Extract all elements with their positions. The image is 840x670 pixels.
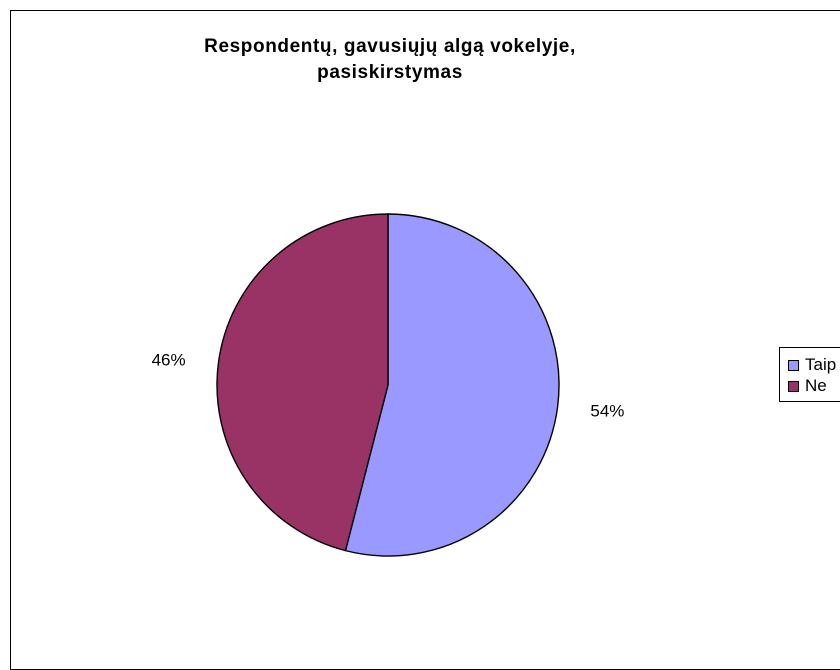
chart-title-line-1: Respondentų, gavusiųjų algą vokelyje, [204,36,576,57]
legend-label-taip: Taip [805,355,837,374]
chart-title: Respondentų, gavusiųjų algą vokelyje, pa… [100,34,680,86]
pie-chart: 54% 46% [152,213,625,557]
legend-item-taip: Taip [788,355,836,375]
legend-item-ne: Ne [788,376,827,396]
legend-swatch-taip [788,359,799,371]
chart-title-line-2: pasiskirstymas [317,62,463,83]
data-label-ne: 46% [152,350,186,369]
data-label-taip: 54% [590,402,624,421]
legend-swatch-ne [788,380,799,392]
pie-slice-taip [344,213,560,557]
legend: Taip Ne [779,347,840,402]
legend-label-ne: Ne [805,376,827,395]
pie-data-labels: 54% 46% [152,350,625,420]
pie-slice-ne [216,213,389,552]
pie-slices [216,213,560,557]
